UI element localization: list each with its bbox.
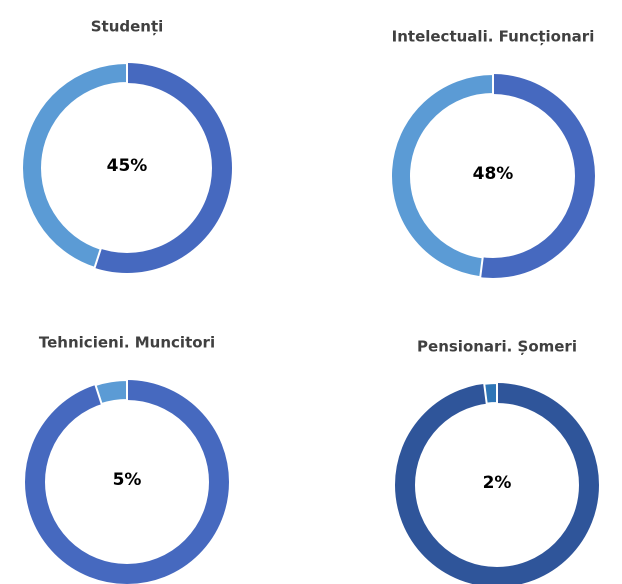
center-label: 45% [107,156,148,176]
center-label: 2% [483,473,512,493]
donut-segment [483,381,498,405]
donut-segment [390,72,494,279]
chart-title: Studenți [91,18,164,36]
chart-title: Intelectuali. Funcționari [392,28,595,46]
chart-title: Tehnicieni. Muncitori [39,334,215,352]
chart-title: Pensionari. Șomeri [417,338,577,356]
donut-segment [21,61,128,270]
center-label: 5% [113,470,142,490]
center-label: 48% [473,164,514,184]
donut-segment [94,378,128,406]
